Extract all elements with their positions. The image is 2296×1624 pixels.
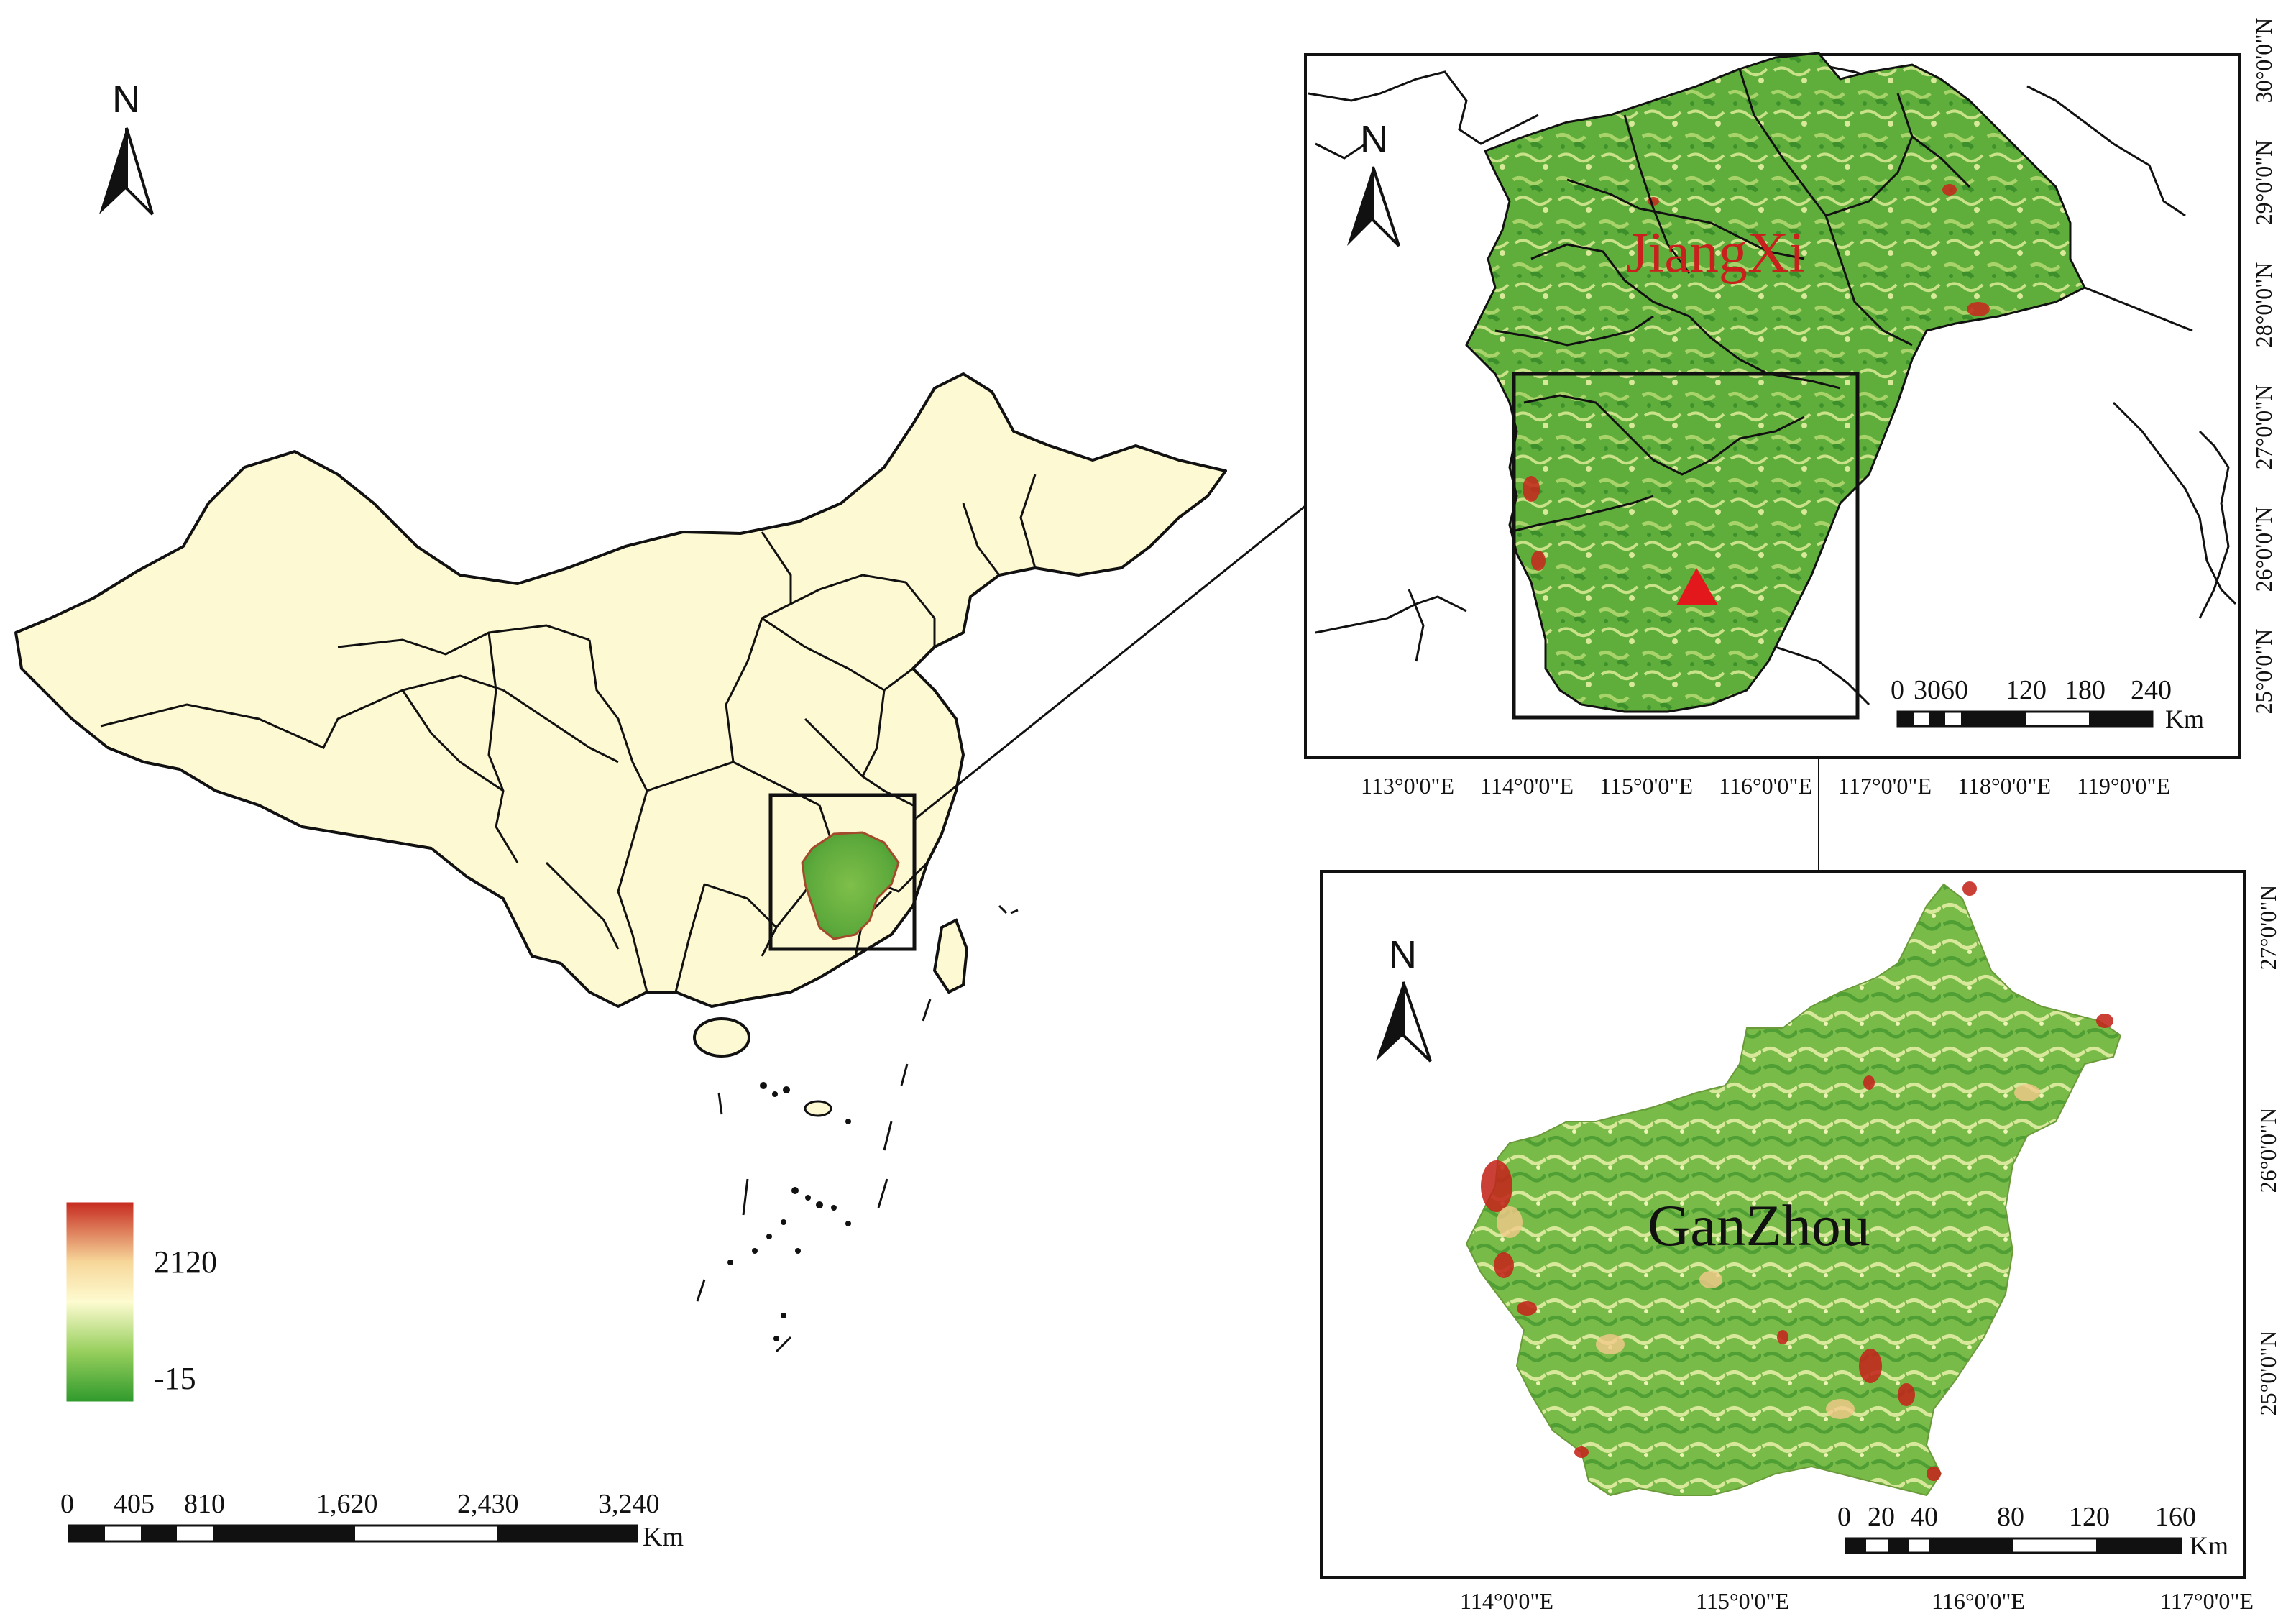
scale-unit: Km (2190, 1531, 2228, 1560)
scale-tick-0: 0 (1891, 675, 1904, 705)
legend-high-label: 2120 (154, 1244, 217, 1280)
scale-tick-120: 120 (2006, 675, 2047, 705)
lat-tick: 30°0'0"N (2251, 18, 2277, 104)
jiangxi-lat-ticks: 30°0'0"N 29°0'0"N 28°0'0"N 27°0'0"N 26°0… (2251, 18, 2277, 715)
scale-tick-20: 20 (1868, 1502, 1895, 1532)
ganzhou-map: GanZhou N 0 20 40 80 120 160 Km 114°0'0"… (1320, 870, 2281, 1614)
legend-low-label: -15 (154, 1361, 196, 1396)
jiangxi-north-arrow: N (1347, 118, 1400, 247)
lon-tick: 116°0'0"E (1932, 1588, 2025, 1614)
hainan-island (693, 1017, 750, 1058)
lat-tick: 28°0'0"N (2251, 262, 2277, 348)
scale-tick-3060: 3060 (1914, 675, 1968, 705)
lon-tick: 113°0'0"E (1361, 773, 1454, 799)
scale-tick-3240: 3,240 (598, 1489, 660, 1519)
lat-tick: 29°0'0"N (2251, 140, 2277, 226)
lon-tick: 115°0'0"E (1599, 773, 1693, 799)
ganzhou-midlands (1497, 1084, 2040, 1419)
ganzhou-title: GanZhou (1648, 1193, 1870, 1258)
scale-tick-2430: 2,430 (457, 1489, 519, 1519)
lat-tick: 26°0'0"N (2251, 507, 2277, 592)
ganzhou-lat-ticks: 27°0'0"N 26°0'0"N 25°0'0"N (2255, 885, 2281, 1416)
scale-tick-80: 80 (1997, 1502, 2024, 1532)
lat-tick: 27°0'0"N (2251, 385, 2277, 470)
north-label: N (1360, 118, 1388, 161)
ganzhou-lon-ticks: 114°0'0"E 115°0'0"E 116°0'0"E 117°0'0"E (1460, 1588, 2254, 1614)
ganzhou-extent-box (1512, 372, 1860, 720)
north-label: N (1389, 933, 1417, 976)
lat-tick: 25°0'0"N (2255, 1331, 2281, 1416)
jiangxi-small (801, 831, 900, 940)
ganzhou-region (1465, 883, 2122, 1497)
scale-tick-405: 405 (114, 1489, 155, 1519)
ganzhou-north-arrow: N (1376, 933, 1432, 1063)
jiangxi-scale-bar: 0 3060 120 180 240 Km (1891, 675, 2204, 733)
scale-tick-40: 40 (1911, 1502, 1938, 1532)
legend-color-ramp (65, 1201, 134, 1403)
lon-tick: 114°0'0"E (1480, 773, 1574, 799)
scale-unit: Km (643, 1522, 684, 1552)
jiangxi-highlands (1523, 184, 1990, 571)
jiangxi-title: JiangXi (1626, 221, 1805, 285)
scale-tick-180: 180 (2065, 675, 2106, 705)
ganzhou-highlands (1481, 881, 2113, 1481)
scale-unit: Km (2165, 705, 2204, 733)
lon-tick: 117°0'0"E (2160, 1588, 2254, 1614)
scale-tick-810: 810 (184, 1489, 225, 1519)
elevation-legend: 2120 -15 (65, 1201, 217, 1403)
overview-north-arrow: N (99, 78, 154, 216)
lat-tick: 25°0'0"N (2251, 629, 2277, 715)
lon-tick: 119°0'0"E (2077, 773, 2170, 799)
lon-tick: 118°0'0"E (1957, 773, 2051, 799)
jiangxi-lon-ticks: 113°0'0"E 114°0'0"E 115°0'0"E 116°0'0"E … (1361, 773, 2170, 799)
jiangxi-province (1465, 52, 2087, 713)
ganzhou-scale-bar: 0 20 40 80 120 160 Km (1837, 1502, 2228, 1560)
scale-tick-1620: 1,620 (316, 1489, 378, 1519)
scale-tick-120: 120 (2069, 1502, 2110, 1532)
jiangxi-map: JiangXi N 0 3060 120 180 240 Km 113°0'0"… (1304, 18, 2277, 799)
north-label: N (112, 78, 140, 121)
lat-tick: 26°0'0"N (2255, 1108, 2281, 1193)
scale-tick-160: 160 (2155, 1502, 2196, 1532)
taiwan-island (932, 918, 969, 994)
scale-tick-0: 0 (1837, 1502, 1851, 1532)
lat-tick: 27°0'0"N (2255, 885, 2281, 971)
lon-tick: 117°0'0"E (1838, 773, 1932, 799)
lon-tick: 116°0'0"E (1719, 773, 1812, 799)
overview-map: N (14, 78, 1227, 1552)
china-outline (14, 372, 1227, 1008)
overview-scale-bar: 0 405 810 1,620 2,430 3,240 Km (60, 1489, 684, 1552)
study-site-marker (1676, 568, 1718, 605)
south-sea-islands (727, 1082, 851, 1341)
scale-tick-0: 0 (60, 1489, 74, 1519)
overview-extent-box (768, 793, 917, 951)
dashed-boundary (696, 904, 1019, 1353)
lon-tick: 115°0'0"E (1696, 1588, 1789, 1614)
scale-tick-240: 240 (2131, 675, 2172, 705)
lon-tick: 114°0'0"E (1460, 1588, 1553, 1614)
jiangxi-city-boundaries (1494, 68, 1971, 533)
